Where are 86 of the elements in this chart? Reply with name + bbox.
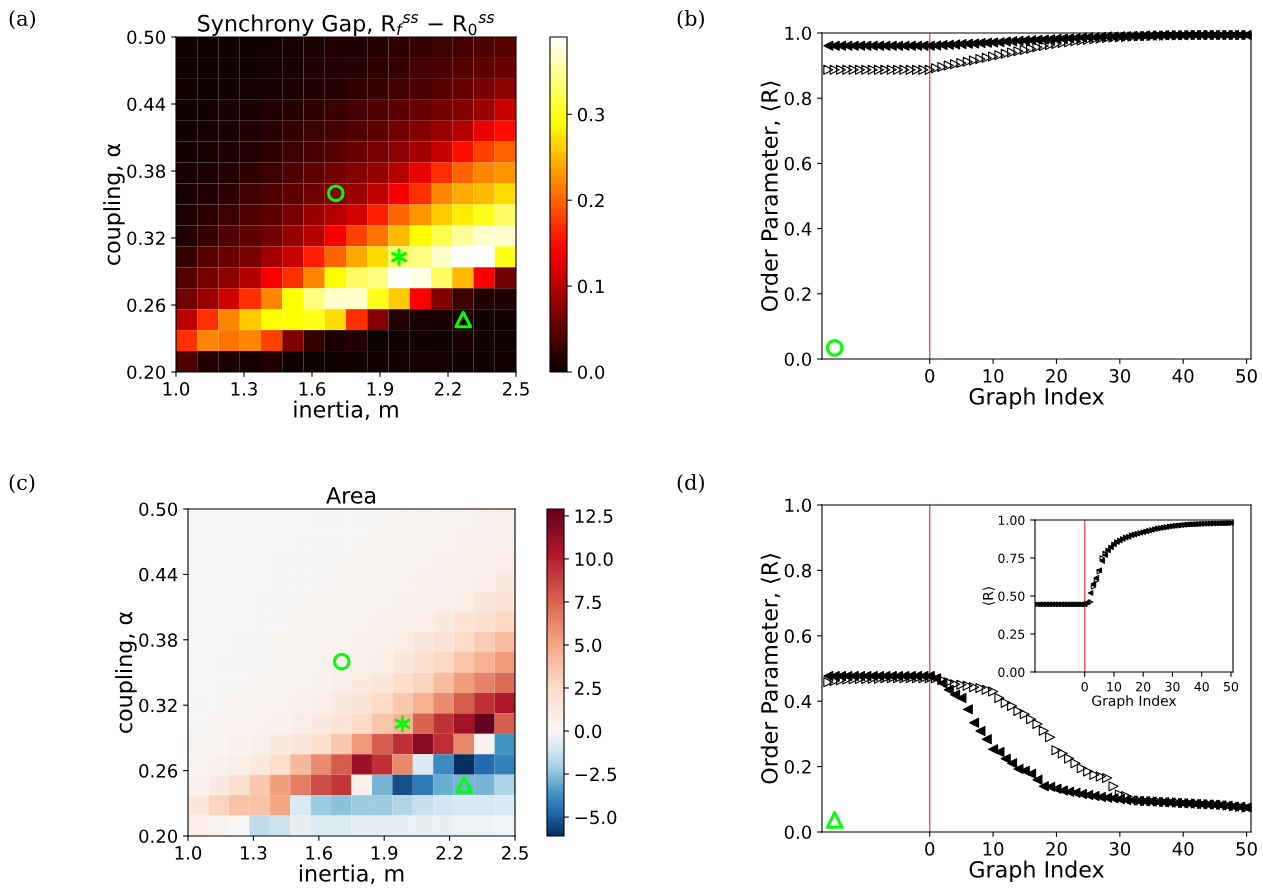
y-tick-label: 0.2 — [784, 287, 811, 301]
text: (d) — [677, 473, 704, 493]
x-tick-label: 10 — [983, 369, 1004, 383]
y-tick-label: 0.0 — [784, 352, 812, 367]
y-tick-label: 1.0 — [785, 498, 812, 513]
y-axis-title: Order Parameter, ⟨R⟩ — [760, 81, 781, 312]
color-bar-label: 0.3 — [577, 107, 604, 122]
x-tick-label: 1.0 — [163, 382, 190, 396]
x-tick-label: 30 — [1109, 842, 1131, 856]
y-tick-label: 0.32 — [127, 231, 165, 246]
y-tick-label: 0.20 — [127, 365, 166, 380]
x-tick-label: 50 — [1236, 369, 1257, 383]
y-tick-label: 0.4 — [784, 694, 812, 709]
color-bar-label: 5.0 — [575, 638, 602, 653]
x-tick-label: 40 — [1172, 369, 1194, 383]
x-tick-label: 0 — [925, 842, 935, 856]
x-tick-label: 1.3 — [241, 846, 267, 860]
color-bar-label: 12.5 — [575, 509, 613, 523]
x-tick-label: 20 — [1046, 369, 1067, 383]
x-tick-label: 1.0 — [175, 846, 202, 860]
y-axis-title: Order Parameter, ⟨R⟩ — [760, 554, 781, 784]
y-tick-label: 0.26 — [127, 298, 166, 313]
color-bar-label: 0.1 — [577, 279, 604, 294]
y-tick-label: 0.4 — [784, 222, 812, 236]
x-tick-label: 2.5 — [501, 846, 528, 860]
x-tick-label: 2.2 — [436, 846, 463, 860]
text: (c) — [9, 473, 35, 493]
y-tick-label: 0.38 — [127, 164, 166, 179]
y-axis-title: coupling, α — [115, 611, 137, 733]
text: (b) — [677, 9, 704, 29]
x-tick-label: 50 — [1223, 681, 1239, 692]
x-tick-label: 40 — [1194, 681, 1209, 692]
y-tick-label: 0.00 — [998, 667, 1025, 677]
y-tick-label: 0.32 — [139, 698, 177, 713]
x-axis-title: inertia, m — [299, 864, 404, 885]
y-tick-label: 0.6 — [784, 156, 812, 171]
y-tick-label: 0.50 — [139, 502, 178, 517]
x-tick-label: 40 — [1172, 842, 1194, 856]
x-tick-label: 1.9 — [371, 846, 398, 860]
x-axis-title: inertia, m — [294, 400, 398, 421]
y-tick-label: 0.25 — [998, 629, 1025, 639]
y-tick-label: 0.75 — [998, 553, 1025, 563]
x-axis-title: Graph Index — [969, 860, 1104, 883]
x-tick-label: 1.6 — [299, 382, 326, 396]
x-tick-label: 2.5 — [502, 382, 529, 396]
y-tick-label: 0.50 — [127, 30, 166, 45]
text: (a) — [9, 9, 36, 29]
x-tick-label: 20 — [1136, 681, 1151, 692]
x-tick-label: 10 — [1107, 681, 1122, 692]
y-tick-label: 1.00 — [998, 515, 1025, 525]
y-axis-title: ⟨R⟩ — [982, 587, 995, 605]
y-axis-title: coupling, α — [103, 143, 125, 265]
y-tick-label: 0.0 — [784, 825, 812, 840]
x-tick-label: 0 — [925, 369, 935, 383]
x-tick-label: 1.3 — [231, 382, 257, 396]
color-bar-label: −2.5 — [575, 767, 616, 782]
x-tick-label: 20 — [1046, 842, 1067, 856]
x-axis-title: Graph Index — [1092, 695, 1177, 709]
y-tick-label: 0.20 — [139, 829, 178, 844]
color-bar-label: 10.0 — [575, 552, 613, 567]
color-bar-label: 7.5 — [575, 595, 601, 610]
x-tick-label: 30 — [1165, 681, 1180, 692]
color-bar-label: 0.2 — [577, 193, 604, 208]
x-tick-label: 2.2 — [434, 382, 461, 396]
y-tick-label: 0.26 — [139, 764, 178, 778]
x-tick-label: 10 — [983, 842, 1004, 856]
y-tick-label: 0.8 — [784, 563, 812, 578]
x-tick-label: 1.9 — [367, 382, 394, 396]
x-tick-label: 50 — [1236, 842, 1257, 856]
y-tick-label: 0.50 — [998, 591, 1025, 601]
x-tick-label: 0 — [1081, 681, 1088, 692]
y-tick-label: 0.38 — [139, 633, 178, 647]
x-axis-title: Graph Index — [969, 387, 1104, 410]
x-tick-label: 30 — [1109, 369, 1131, 383]
x-tick-label: 1.6 — [306, 846, 333, 860]
y-tick-label: 0.44 — [139, 567, 178, 582]
y-tick-label: 0.6 — [784, 629, 812, 643]
y-tick-label: 0.44 — [127, 97, 166, 112]
y-tick-label: 1.0 — [785, 26, 812, 41]
color-bar-label: 0.0 — [574, 724, 602, 739]
chart-title: Area — [326, 487, 376, 504]
chart-title: Synchrony Gap, R$_{f}$$^{ss}$ − R$_{0}$$^{ss}$ — [198, 14, 495, 36]
y-tick-label: 0.8 — [784, 91, 812, 106]
y-tick-label: 0.2 — [784, 760, 811, 774]
color-bar-label: 0.0 — [577, 365, 605, 380]
color-bar-label: −5.0 — [575, 810, 617, 825]
